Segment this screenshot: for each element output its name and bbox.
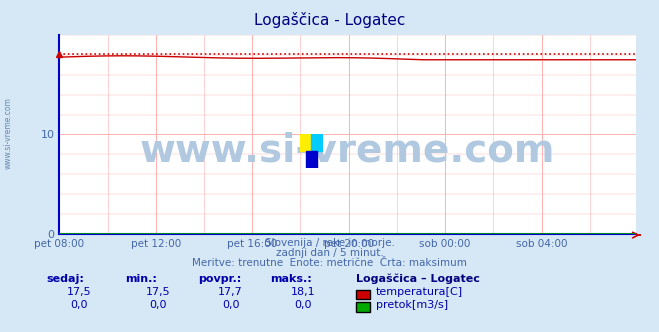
Text: povpr.:: povpr.:: [198, 274, 241, 284]
Text: 17,5: 17,5: [67, 288, 92, 297]
Text: Slovenija / reke in morje.: Slovenija / reke in morje.: [264, 238, 395, 248]
Text: maks.:: maks.:: [270, 274, 312, 284]
Text: min.:: min.:: [125, 274, 157, 284]
Bar: [312, 134, 323, 151]
Text: Logaščica – Logatec: Logaščica – Logatec: [356, 274, 480, 284]
Text: zadnji dan / 5 minut.: zadnji dan / 5 minut.: [275, 248, 384, 258]
Bar: [300, 134, 312, 151]
Text: 18,1: 18,1: [291, 288, 316, 297]
Text: 17,7: 17,7: [218, 288, 243, 297]
Bar: [306, 151, 317, 168]
Text: 0,0: 0,0: [150, 300, 167, 310]
Text: 17,5: 17,5: [146, 288, 171, 297]
Text: Logaščica - Logatec: Logaščica - Logatec: [254, 12, 405, 28]
Text: 0,0: 0,0: [295, 300, 312, 310]
Text: temperatura[C]: temperatura[C]: [376, 288, 463, 297]
Text: sedaj:: sedaj:: [46, 274, 84, 284]
Text: www.si-vreme.com: www.si-vreme.com: [3, 97, 13, 169]
Text: Meritve: trenutne  Enote: metrične  Črta: maksimum: Meritve: trenutne Enote: metrične Črta: …: [192, 258, 467, 268]
Text: pretok[m3/s]: pretok[m3/s]: [376, 300, 447, 310]
Text: 0,0: 0,0: [71, 300, 88, 310]
Text: 0,0: 0,0: [222, 300, 239, 310]
Text: www.si-vreme.com: www.si-vreme.com: [140, 131, 556, 169]
